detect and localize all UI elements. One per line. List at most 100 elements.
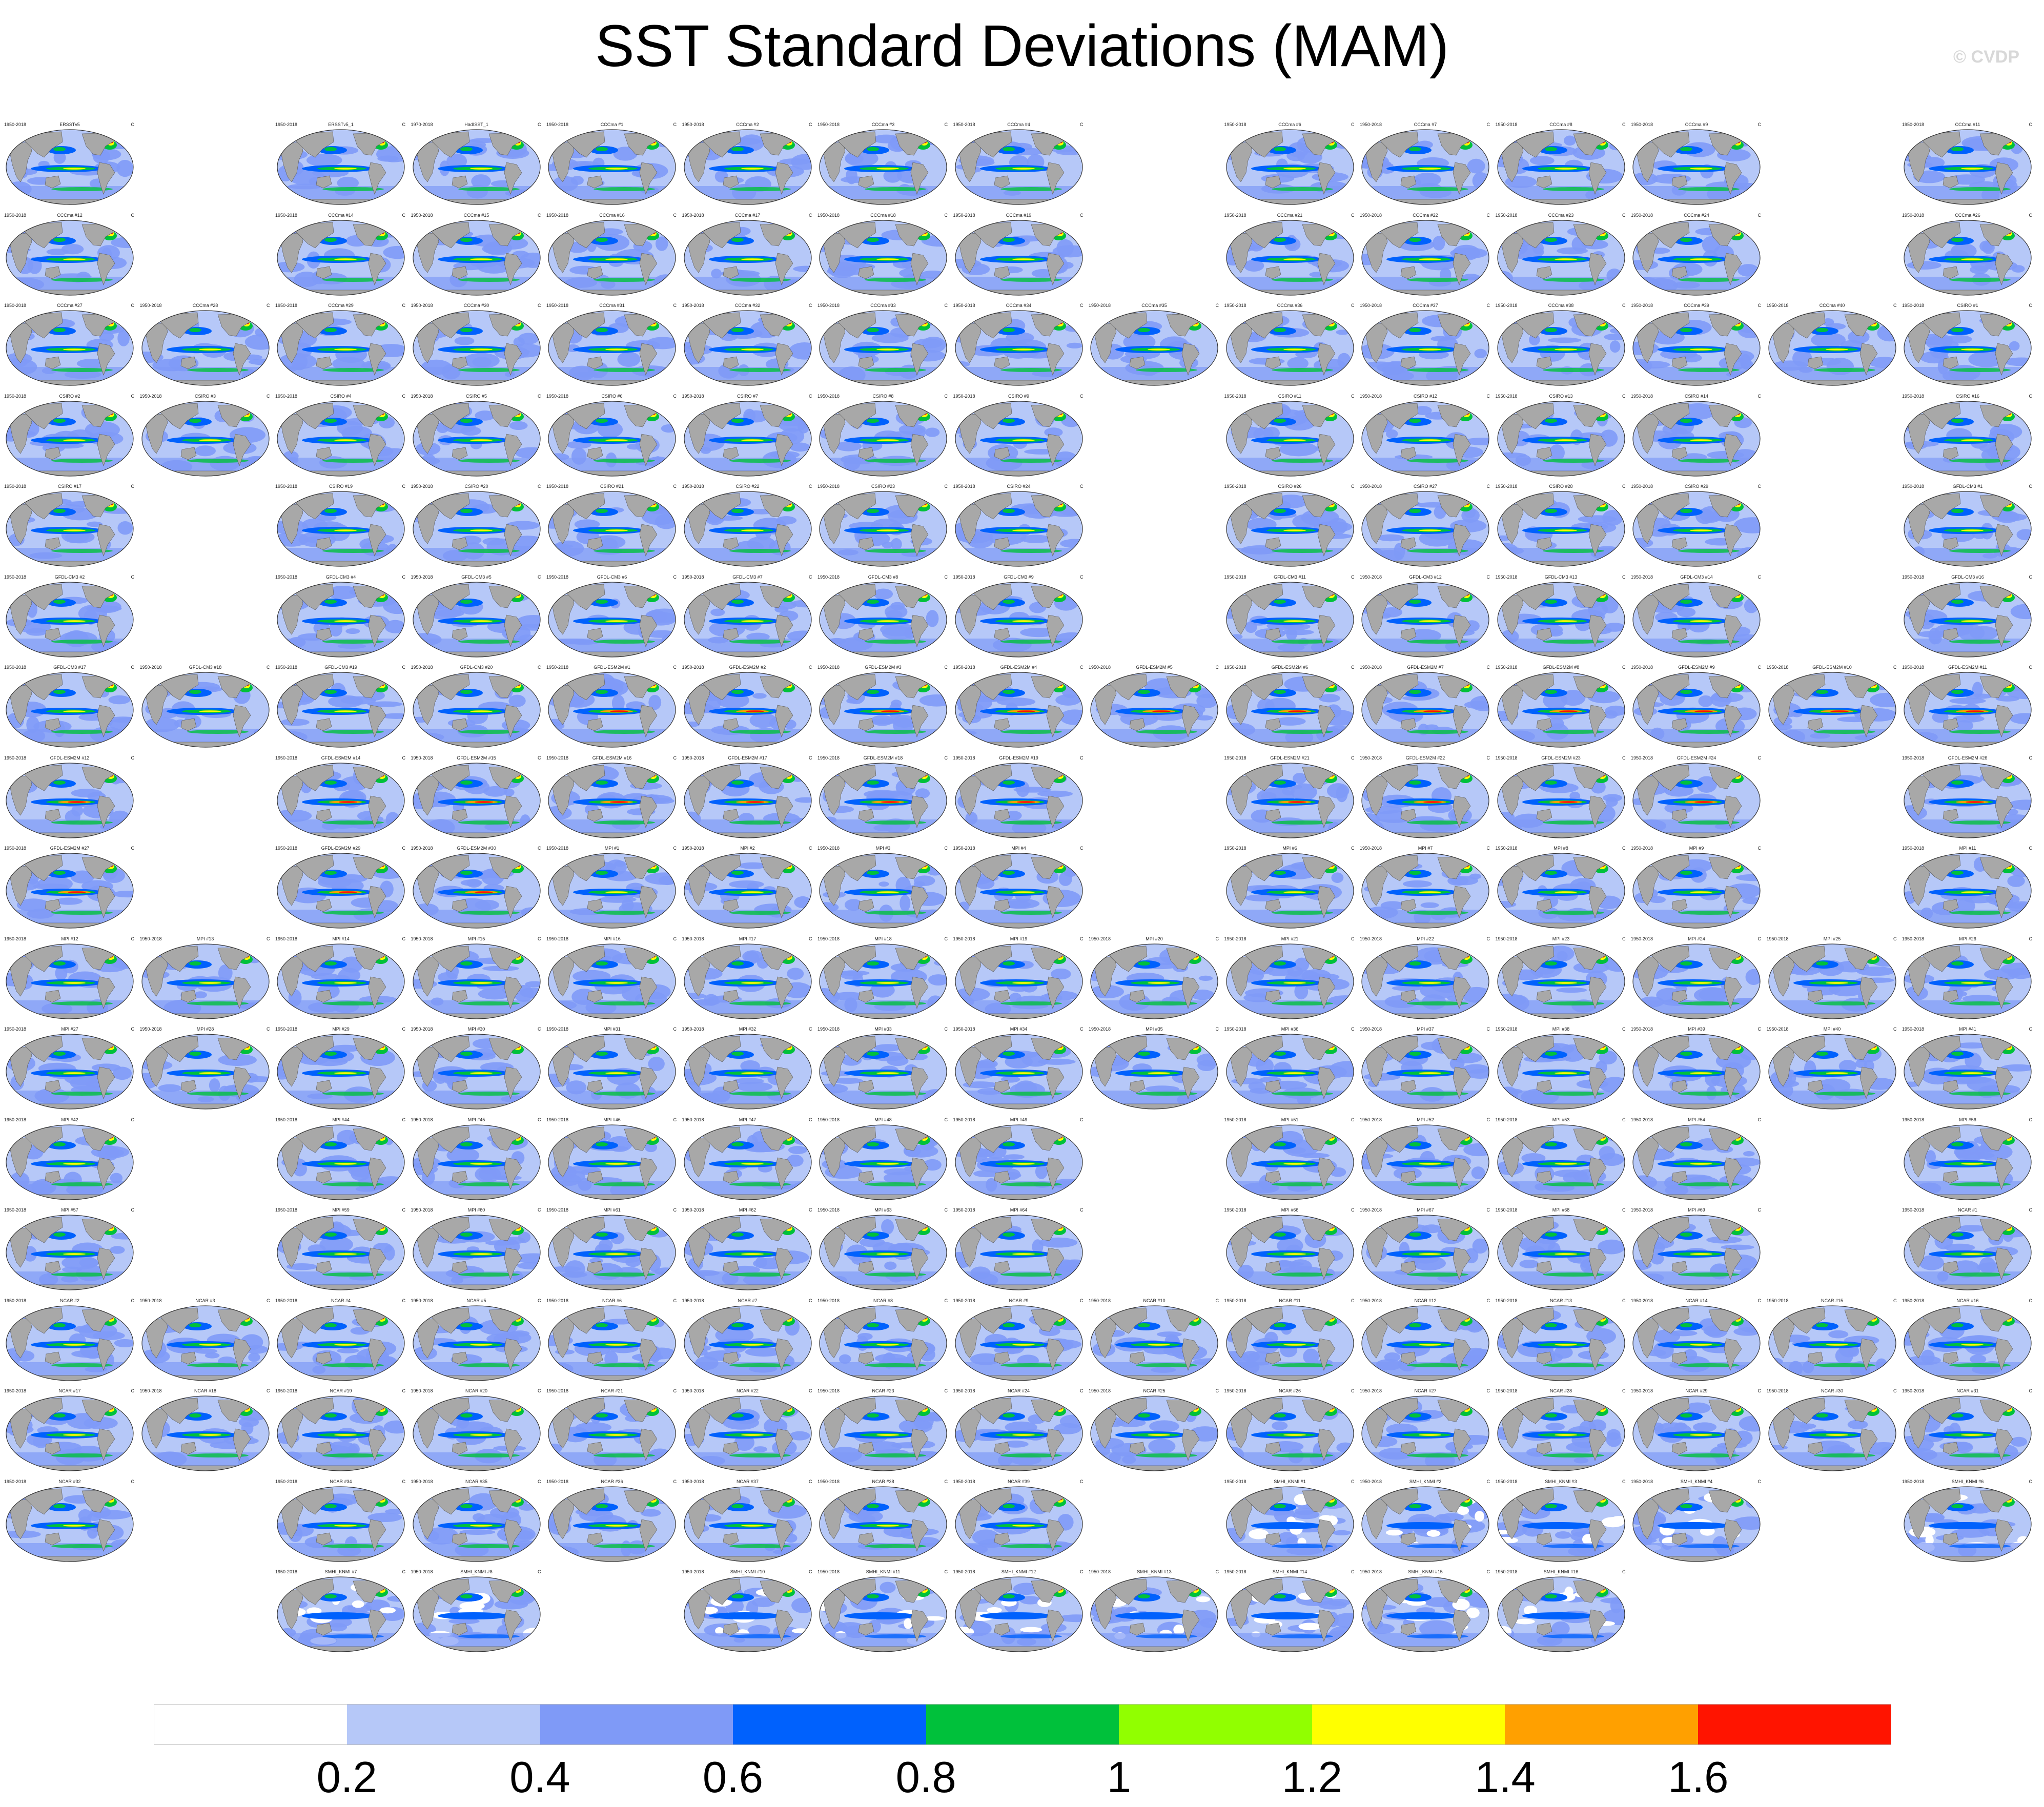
panel-unit: C — [1486, 1207, 1490, 1213]
panel-title: MPI #13 — [196, 936, 214, 941]
panel-years: 1950-2018 — [682, 665, 704, 670]
sst-stddev-map — [548, 1124, 676, 1200]
panel-title: GFDL-ESM2M #30 — [457, 846, 496, 851]
panel-title: NCAR #13 — [1549, 1298, 1572, 1303]
sst-map-panel: 1950-2018 GFDL-CM3 #13 C — [1495, 573, 1628, 661]
sst-map-panel: 1950-2018 MPI #17 C — [681, 935, 814, 1022]
panel-title: MPI #33 — [874, 1026, 892, 1032]
sst-stddev-map — [819, 762, 947, 838]
panel-title: GFDL-CM3 #18 — [189, 665, 222, 670]
panel-header: 1950-2018 CCCma #22 C — [1359, 212, 1492, 219]
sst-map-panel: 1950-2018 MPI #69 C — [1630, 1206, 1763, 1293]
sst-map-panel: 1950-2018 GFDL-ESM2M #17 C — [681, 754, 814, 841]
panel-title: MPI #27 — [61, 1026, 78, 1032]
panel-unit: C — [1351, 1026, 1355, 1032]
sst-stddev-map — [683, 943, 812, 1019]
sst-stddev-map — [1904, 1034, 2032, 1110]
panel-unit: C — [538, 484, 541, 489]
panel-unit: C — [131, 393, 135, 399]
sst-map-panel: 1950-2018 CSIRO #6 C — [545, 393, 679, 480]
panel-unit: C — [267, 1026, 270, 1032]
sst-map-panel: 1950-2018 GFDL-CM3 #2 C — [3, 573, 136, 661]
panel-title: GFDL-ESM2M #6 — [1271, 665, 1309, 670]
sst-stddev-map — [819, 1034, 947, 1110]
panel-unit: C — [1351, 1388, 1355, 1393]
panel-header: 1950-2018 GFDL-ESM2M #24 C — [1630, 754, 1763, 762]
panel-years: 1950-2018 — [1360, 665, 1382, 670]
panel-years: 1950-2018 — [411, 1569, 433, 1574]
panel-years: 1950-2018 — [275, 936, 298, 941]
panel-unit: C — [402, 936, 406, 941]
sst-map-panel: 1950-2018 NCAR #14 C — [1630, 1297, 1763, 1384]
panel-years: 1950-2018 — [275, 393, 298, 399]
panel-years: 1950-2018 — [1224, 936, 1246, 941]
panel-unit: C — [809, 393, 812, 399]
panel-title: CCCma #31 — [599, 303, 625, 308]
panel-title: CCCma #36 — [1277, 303, 1303, 308]
sst-map-panel: 1950-2018 GFDL-ESM2M #30 C — [410, 845, 543, 932]
panel-title: CSIRO #17 — [57, 484, 82, 489]
panel-title: MPI #51 — [1281, 1117, 1299, 1122]
panel-header: 1950-2018 SMHI_KNMI #7 C — [274, 1568, 407, 1575]
panel-header: 1950-2018 CSIRO #2 C — [3, 393, 136, 400]
sst-stddev-map — [1904, 853, 2032, 929]
panel-years: 1950-2018 — [817, 846, 840, 851]
panel-unit: C — [1757, 846, 1762, 851]
panel-unit: C — [1486, 1479, 1490, 1484]
panel-unit: C — [267, 393, 270, 399]
sst-map-panel: 1950-2018 GFDL-ESM2M #10 C — [1766, 664, 1899, 751]
sst-map-panel: 1950-2018 MPI #54 C — [1630, 1116, 1763, 1203]
sst-stddev-map — [277, 1034, 405, 1110]
panel-header: 1950-2018 CSIRO #28 C — [1495, 483, 1628, 490]
sst-map-panel: 1950-2018 CCCma #14 C — [274, 212, 407, 299]
sst-map-panel: 1950-2018 GFDL-CM3 #9 C — [952, 573, 1086, 661]
panel-title: MPI #9 — [1689, 846, 1704, 851]
sst-stddev-map — [1361, 129, 1489, 205]
panel-header: 1950-2018 GFDL-CM3 #17 C — [3, 664, 136, 671]
panel-years: 1950-2018 — [1631, 1207, 1653, 1213]
panel-years: 1950-2018 — [4, 1026, 27, 1032]
sst-map-panel: 1950-2018 CSIRO #17 C — [3, 483, 136, 570]
panel-title: GFDL-CM3 #13 — [1544, 574, 1578, 580]
panel-title: MPI #26 — [1959, 936, 1976, 941]
sst-stddev-map — [1632, 1486, 1761, 1562]
panel-header: 1950-2018 CSIRO #20 C — [410, 483, 543, 490]
panel-years: 1950-2018 — [1495, 665, 1518, 670]
panel-years: 1950-2018 — [1495, 212, 1518, 218]
panel-header: 1950-2018 GFDL-ESM2M #17 C — [681, 754, 814, 762]
panel-unit: C — [1622, 665, 1626, 670]
panel-unit: C — [1622, 1117, 1626, 1122]
sst-map-panel: 1950-2018 GFDL-ESM2M #7 C — [1359, 664, 1492, 751]
panel-years: 1950-2018 — [682, 936, 704, 941]
sst-map-panel: 1950-2018 CCCma #34 C — [952, 302, 1086, 389]
colorbar-swatch — [926, 1705, 1119, 1744]
panel-header: 1950-2018 CCCma #7 C — [1359, 121, 1492, 128]
panel-header: 1950-2018 MPI #48 C — [816, 1116, 950, 1123]
panel-years: 1950-2018 — [4, 574, 27, 580]
panel-title: NCAR #18 — [194, 1388, 217, 1393]
panel-unit: C — [267, 665, 270, 670]
sst-map-panel: 1950-2018 CCCma #8 C — [1495, 121, 1628, 208]
panel-years: 1950-2018 — [1902, 1388, 1925, 1393]
panel-years: 1950-2018 — [682, 1117, 704, 1122]
panel-title: GFDL-ESM2M #14 — [321, 755, 361, 761]
panel-header: 1950-2018 CSIRO #26 C — [1223, 483, 1357, 490]
panel-years: 1950-2018 — [1360, 755, 1382, 761]
sst-stddev-map — [548, 581, 676, 658]
panel-title: CCCma #6 — [1278, 122, 1301, 127]
panel-years: 1950-2018 — [4, 755, 27, 761]
panel-years: 1950-2018 — [1360, 1026, 1382, 1032]
panel-unit: C — [131, 1479, 135, 1484]
panel-years: 1950-2018 — [4, 1298, 27, 1303]
sst-stddev-map — [819, 1215, 947, 1290]
sst-stddev-map — [819, 943, 947, 1019]
sst-stddev-map — [954, 1124, 1083, 1200]
panel-years: 1950-2018 — [682, 1479, 704, 1484]
panel-years: 1950-2018 — [1766, 665, 1789, 670]
panel-title: MPI #30 — [467, 1026, 485, 1032]
panel-header: 1950-2018 MPI #40 C — [1766, 1025, 1899, 1033]
panel-header: 1950-2018 MPI #31 C — [545, 1025, 679, 1033]
sst-stddev-map — [548, 400, 676, 477]
panel-header: 1950-2018 GFDL-ESM2M #10 C — [1766, 664, 1899, 671]
panel-unit: C — [673, 484, 677, 489]
